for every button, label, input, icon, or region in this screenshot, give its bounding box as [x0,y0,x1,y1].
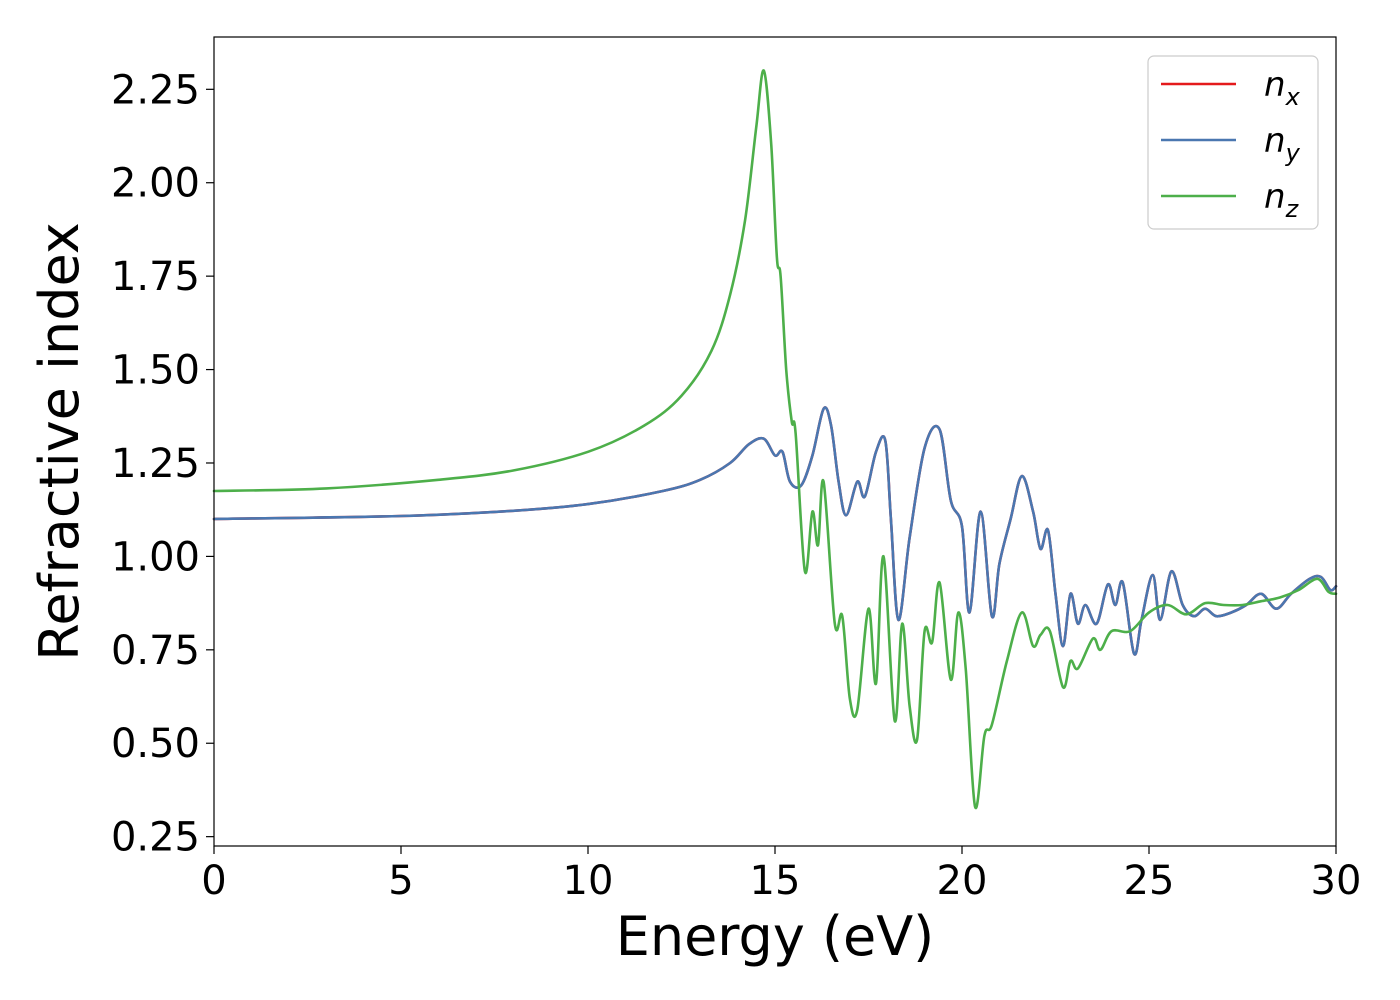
series-line-nz [212,69,1338,810]
x-tick-label: 5 [388,858,413,904]
series-line-ny [212,406,1338,656]
x-tick-label: 20 [937,858,988,904]
legend-label-base: n [1264,177,1286,217]
x-tick-label: 0 [201,858,226,904]
x-axis: 0 5 10 15 20 25 30 [201,846,1361,904]
legend-box [1147,55,1319,230]
legend-label-base: n [1264,65,1286,105]
y-tick-label: 0.25 [111,815,200,861]
legend-label-y: ny [1264,121,1301,167]
y-tick-label: 1.25 [111,441,200,487]
y-tick-label: 1.75 [111,254,200,300]
y-axis-title: Refractive index [28,222,91,661]
series-layer [212,69,1338,810]
x-axis-title: Energy (eV) [616,905,935,968]
legend-label-x: nx [1264,65,1301,111]
legend-label-subscript: x [1285,83,1301,111]
y-tick-label: 1.00 [111,534,200,580]
x-tick-label: 10 [563,858,614,904]
x-tick-label: 30 [1311,858,1362,904]
series-line-nx [212,406,1338,656]
legend-label-base: n [1264,121,1286,161]
y-tick-label: 0.75 [111,628,200,674]
y-tick-label: 2.25 [111,67,200,113]
x-tick-label: 15 [750,858,801,904]
legend-label-z: nz [1264,177,1300,223]
legend-label-subscript: z [1285,195,1300,223]
x-tick-label: 25 [1124,858,1175,904]
y-tick-label: 1.50 [111,348,200,394]
legend-label-subscript: y [1285,139,1301,167]
y-axis: 0.25 0.50 0.75 1.00 1.25 1.50 1.75 2.00 2.25 [111,67,214,861]
y-tick-label: 0.50 [111,721,200,767]
y-tick-label: 2.00 [111,161,200,207]
